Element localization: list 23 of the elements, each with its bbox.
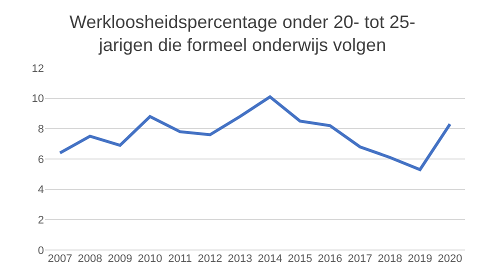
- x-tick-label: 2015: [288, 253, 312, 265]
- x-tick-label: 2012: [198, 253, 222, 265]
- y-tick-label: 4: [38, 184, 44, 196]
- chart-title: Werkloosheidspercentage onder 20- tot 25-jarigen die formeel onderwijs volgen: [70, 12, 416, 56]
- x-tick-label: 2017: [348, 253, 372, 265]
- y-tick-label: 2: [38, 214, 44, 227]
- x-tick-label: 2011: [168, 253, 192, 265]
- x-tick-label: 2020: [438, 253, 462, 265]
- x-tick-label: 2014: [258, 253, 282, 265]
- x-tick-label: 2008: [78, 253, 102, 265]
- y-tick-label: 10: [32, 93, 44, 106]
- x-tick-label: 2013: [228, 253, 252, 265]
- x-tick-label: 2010: [138, 253, 162, 265]
- y-tick-label: 6: [38, 154, 44, 166]
- y-tick-label: 0: [38, 244, 44, 257]
- x-tick-label: 2016: [318, 253, 342, 265]
- x-tick-label: 2018: [378, 253, 402, 265]
- y-tick-label: 12: [32, 62, 44, 75]
- y-tick-label: 8: [38, 124, 44, 136]
- x-tick-label: 2009: [108, 253, 132, 265]
- x-tick-label: 2019: [408, 253, 432, 265]
- x-tick-label: 2007: [48, 253, 72, 265]
- line-series: [58, 95, 452, 172]
